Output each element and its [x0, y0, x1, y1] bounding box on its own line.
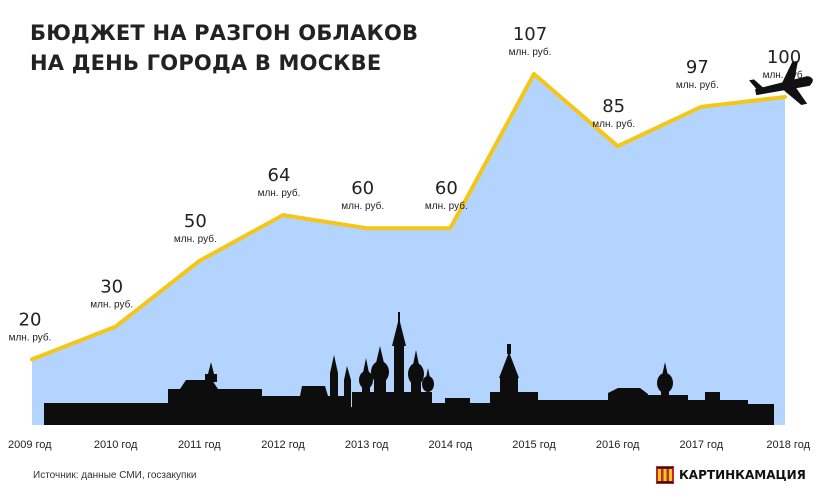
- moscow-skyline-silhouette: [44, 312, 774, 425]
- x-tick-label: 2009 год: [8, 439, 52, 451]
- x-tick-label: 2014 год: [429, 439, 473, 451]
- data-label-value: 30: [100, 277, 123, 298]
- x-tick-label: 2011 год: [178, 439, 221, 451]
- data-label-unit: млн. руб.: [509, 46, 552, 58]
- data-label-unit: млн. руб.: [592, 118, 635, 130]
- brand-name: КАРТИНКАМАЦИЯ: [679, 468, 806, 482]
- brand: КАРТИНКАМАЦИЯ: [656, 466, 806, 484]
- x-tick-label: 2018 год: [766, 439, 810, 451]
- data-label-value: 60: [435, 178, 458, 199]
- data-label-value: 50: [184, 211, 207, 232]
- chart-title-line-2: НА ДЕНЬ ГОРОДА В МОСКВЕ: [30, 51, 382, 75]
- data-label-unit: млн. руб.: [341, 200, 384, 212]
- data-label-value: 64: [268, 165, 291, 186]
- chart-title: БЮДЖЕТ НА РАЗГОН ОБЛАКОВ НА ДЕНЬ ГОРОДА …: [30, 18, 418, 78]
- data-label-unit: млн. руб.: [90, 299, 133, 311]
- x-tick-label: 2012 год: [261, 439, 305, 451]
- data-label-value: 107: [513, 24, 547, 45]
- data-label-unit: млн. руб.: [676, 79, 719, 91]
- area-fill: [32, 74, 785, 425]
- data-label-unit: млн. руб.: [258, 187, 301, 199]
- data-label-unit: млн. руб.: [174, 233, 217, 245]
- data-label-value: 60: [351, 178, 374, 199]
- data-label-value: 97: [686, 57, 709, 78]
- x-tick-label: 2013 год: [345, 439, 389, 451]
- budget-line: [30, 72, 787, 362]
- brand-logo-icon: [656, 466, 674, 484]
- data-label-unit: млн. руб.: [9, 331, 52, 343]
- data-label-unit: млн. руб.: [425, 200, 468, 212]
- x-tick-label: 2016 год: [596, 439, 640, 451]
- x-tick-label: 2015 год: [512, 439, 556, 451]
- data-label-value: 20: [19, 309, 42, 330]
- source-note: Источник: данные СМИ, госзакупки: [33, 470, 197, 481]
- x-tick-label: 2017 год: [680, 439, 724, 451]
- data-label-value: 85: [602, 96, 625, 117]
- chart-title-line-1: БЮДЖЕТ НА РАЗГОН ОБЛАКОВ: [30, 21, 419, 45]
- airplane-icon: [749, 60, 813, 106]
- x-tick-label: 2010 год: [94, 439, 138, 451]
